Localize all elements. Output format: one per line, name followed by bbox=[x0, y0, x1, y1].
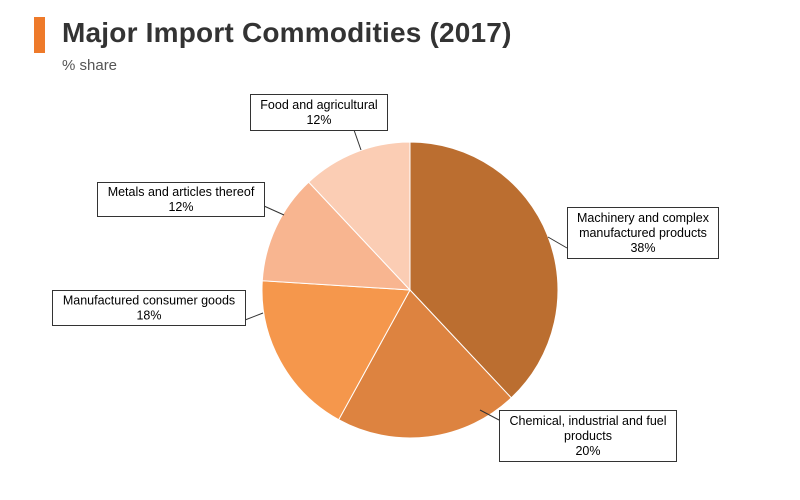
slice-value-label: 38% bbox=[630, 241, 655, 255]
slice-value-label: 12% bbox=[168, 200, 193, 214]
slice-category-label: Manufactured consumer goods bbox=[63, 294, 235, 308]
slice-value-label: 12% bbox=[306, 113, 331, 127]
slice-category-label: Chemical, industrial and fuel bbox=[509, 414, 666, 428]
label-box bbox=[499, 410, 677, 462]
leader-line bbox=[353, 129, 362, 151]
pie-slice-4 bbox=[261, 181, 412, 291]
label-box bbox=[97, 182, 265, 217]
label-box bbox=[52, 290, 246, 326]
label-box bbox=[250, 94, 388, 131]
slice-value-label: 20% bbox=[575, 444, 600, 458]
slice-category-label: Food and agricultural bbox=[260, 98, 377, 112]
slice-category-label: Machinery and complex bbox=[577, 211, 710, 225]
pie-slice-3 bbox=[261, 280, 411, 421]
pie-slice-2 bbox=[338, 289, 513, 439]
slice-value-label: 18% bbox=[136, 309, 161, 323]
leader-line bbox=[244, 312, 264, 321]
chart-title: Major Import Commodities (2017) bbox=[62, 17, 512, 48]
pie-slice-5 bbox=[307, 141, 411, 292]
slice-category-label: manufactured products bbox=[579, 226, 707, 240]
chart-subtitle: % share bbox=[62, 57, 118, 74]
pie-slice-1 bbox=[409, 141, 559, 399]
slice-category-label: products bbox=[564, 429, 612, 443]
pie-slices bbox=[261, 141, 559, 439]
label-box bbox=[567, 207, 719, 259]
leader-line bbox=[547, 236, 568, 249]
title-accent-bar bbox=[34, 17, 45, 53]
leader-line bbox=[479, 409, 500, 421]
leader-line bbox=[263, 205, 285, 216]
slice-category-label: Metals and articles thereof bbox=[108, 185, 255, 199]
